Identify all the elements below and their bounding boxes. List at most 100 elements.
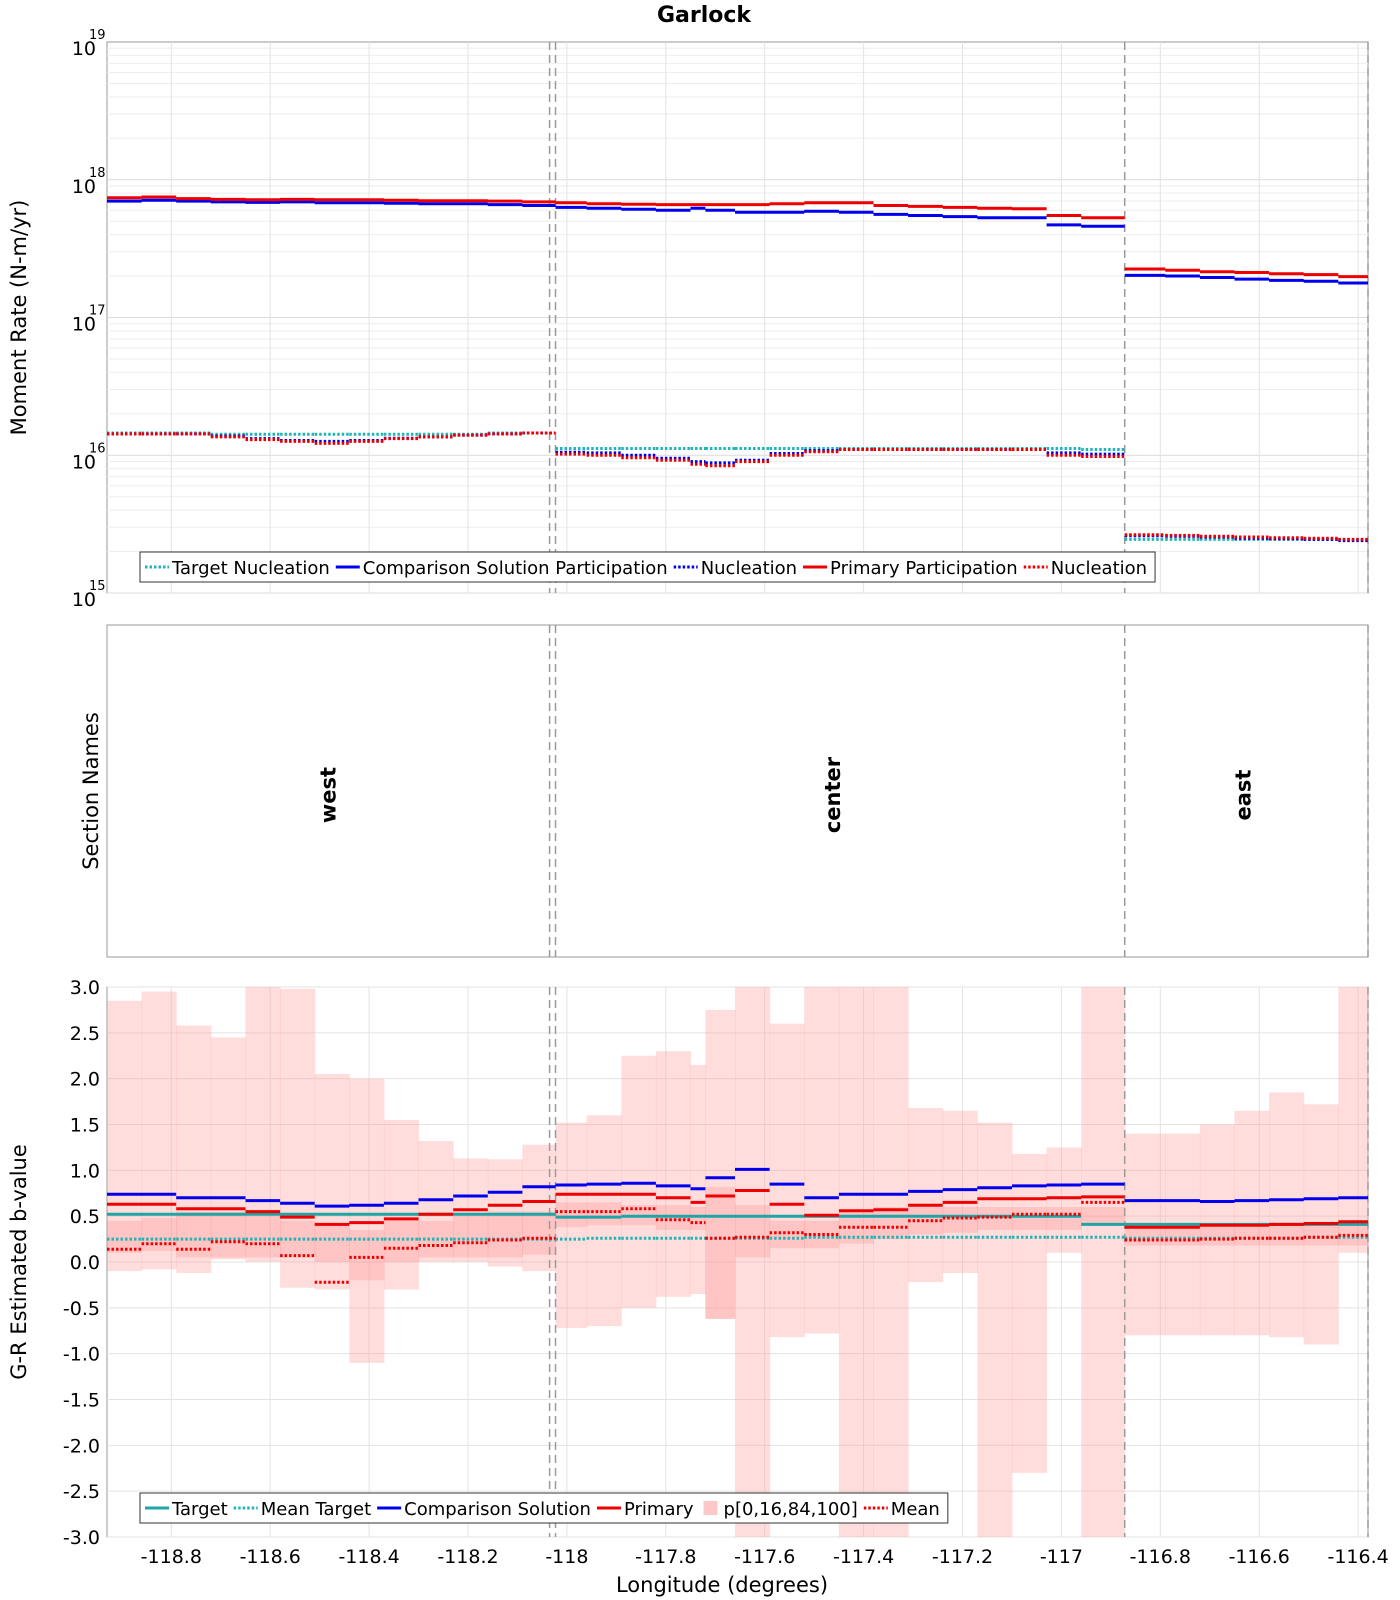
legend-label: Mean Target <box>261 1499 371 1520</box>
y-tick-label: -1.0 <box>63 1344 100 1366</box>
moment-rate-y-axis-label: Moment Rate (N-m/yr) <box>7 200 31 436</box>
percentile-band-outer <box>1165 1133 1201 1336</box>
x-tick-label: -116.8 <box>1130 1546 1191 1568</box>
y-tick-exponent: 17 <box>89 304 106 319</box>
percentile-band-inner <box>522 1211 557 1255</box>
percentile-band-outer <box>655 1051 692 1297</box>
b-value-section-boundaries <box>548 987 1369 1537</box>
percentile-band-inner <box>349 1229 385 1281</box>
legend-swatch <box>703 1501 718 1515</box>
x-tick-label: -118.2 <box>437 1546 498 1568</box>
percentile-band-outer <box>555 1122 588 1328</box>
legend-label: p[0,16,84,100] <box>724 1499 858 1520</box>
percentile-band-outer <box>210 1037 246 1260</box>
percentile-band-inner <box>210 1211 246 1258</box>
percentile-band-inner <box>383 1220 420 1262</box>
percentile-band-inner <box>1046 1207 1082 1230</box>
moment-rate-series <box>107 195 1368 543</box>
b-value-panel: 3.0 2.5 2.0 1.5 1.0 0.5 0.0 -0.5 -1.0 -1.5 -2.0 -2.… <box>7 977 1389 1597</box>
percentile-band-outer <box>804 987 840 1334</box>
y-tick-label: 10 <box>72 38 96 60</box>
b-value-y-axis-label: G-R Estimated b-value <box>7 1144 31 1380</box>
chart-title: Garlock <box>657 3 752 28</box>
percentile-band-inner <box>1011 1207 1048 1230</box>
x-tick-label: -116.4 <box>1327 1546 1388 1568</box>
section-label-west: west <box>317 767 341 823</box>
y-tick-label: -1.5 <box>63 1390 100 1412</box>
y-tick-label: 10 <box>72 314 96 336</box>
section-names-y-axis-label: Section Names <box>79 712 103 870</box>
percentile-band-outer <box>1338 987 1369 1253</box>
y-tick-label: 10 <box>72 589 96 611</box>
percentile-band-inner <box>977 1207 1013 1230</box>
y-tick-exponent: 18 <box>89 166 106 181</box>
percentile-band-outer <box>349 1078 385 1363</box>
x-tick-label: -118.8 <box>141 1546 202 1568</box>
y-tick-label: 3.0 <box>70 977 100 999</box>
moment-rate-legend: Target Nucleation Comparison Solution Par… <box>139 551 1156 583</box>
percentile-band-inner <box>1165 1225 1201 1246</box>
x-tick-label: -118 <box>545 1546 588 1568</box>
x-tick-label: -116.6 <box>1229 1546 1290 1568</box>
y-tick-label: 2.5 <box>70 1023 100 1045</box>
x-tick-label: -118.4 <box>338 1546 399 1568</box>
legend-box <box>139 551 1156 583</box>
percentile-band-inner <box>735 1205 771 1258</box>
percentile-band-outer <box>735 987 771 1537</box>
y-tick-exponent: 16 <box>89 441 106 456</box>
moment-rate-gridlines <box>107 42 1368 594</box>
section-labels: west center east <box>317 756 1256 833</box>
y-tick-label: -0.5 <box>63 1298 100 1320</box>
y-tick-label: 2.0 <box>70 1069 100 1091</box>
percentile-band-outer <box>769 1023 805 1338</box>
percentile-band-inner <box>690 1207 706 1230</box>
percentile-band-outer <box>141 991 177 1270</box>
legend-label: Comparison Solution <box>404 1499 591 1520</box>
percentile-band-inner <box>705 1186 736 1319</box>
percentile-band-outer <box>314 1074 350 1290</box>
percentile-band-inner <box>1081 1207 1126 1226</box>
series-line-primary-participation <box>107 195 1368 279</box>
percentile-band-inner <box>453 1216 489 1258</box>
series-line-comparison-solution <box>107 1167 1368 1208</box>
percentile-band-outer <box>1011 1153 1048 1473</box>
b-value-series <box>107 1167 1368 1284</box>
percentile-band-outer <box>1199 1124 1235 1336</box>
percentile-band-outer <box>908 1108 944 1283</box>
y-tick-label: -3.0 <box>63 1527 100 1549</box>
x-tick-label: -117 <box>1040 1546 1083 1568</box>
legend-label: Comparison Solution Participation <box>363 558 668 579</box>
y-tick-label: 1.0 <box>70 1160 100 1182</box>
legend-label: Target Nucleation <box>171 558 330 579</box>
percentile-band-outer <box>690 1064 706 1295</box>
y-tick-exponent: 15 <box>89 579 106 594</box>
percentile-band-inner <box>314 1225 350 1262</box>
percentile-band-inner <box>1303 1225 1339 1246</box>
percentile-band-outer <box>977 1122 1013 1537</box>
percentile-band-inner <box>586 1202 622 1226</box>
y-tick-label: -2.5 <box>63 1481 100 1503</box>
section-names-plot-area <box>106 624 1369 958</box>
percentile-band-inner <box>1199 1225 1235 1246</box>
percentile-band-inner <box>555 1202 588 1228</box>
legend-label: Primary <box>624 1499 694 1520</box>
y-tick-label: 10 <box>72 176 96 198</box>
legend-label: Nucleation <box>1051 558 1147 579</box>
percentile-band-inner <box>245 1216 281 1258</box>
percentile-band-outer <box>522 1144 557 1272</box>
y-tick-label: 10 <box>72 451 96 473</box>
series-line-comparison-solution-participation <box>107 198 1368 285</box>
legend-label: Mean <box>891 1499 940 1520</box>
percentile-band-outer <box>245 987 281 1262</box>
y-tick-exponent: 19 <box>89 28 106 43</box>
percentile-band-outer <box>1046 1147 1082 1253</box>
percentile-band-inner <box>873 1207 909 1240</box>
legend-label: Nucleation <box>701 558 797 579</box>
b-value-legend: Target Mean Target Comparison Solution Prim… <box>139 1492 949 1524</box>
percentile-band-inner <box>1234 1225 1270 1246</box>
x-tick-label: -117.4 <box>833 1546 894 1568</box>
section-names-panel: west center east Section Names <box>79 624 1369 958</box>
